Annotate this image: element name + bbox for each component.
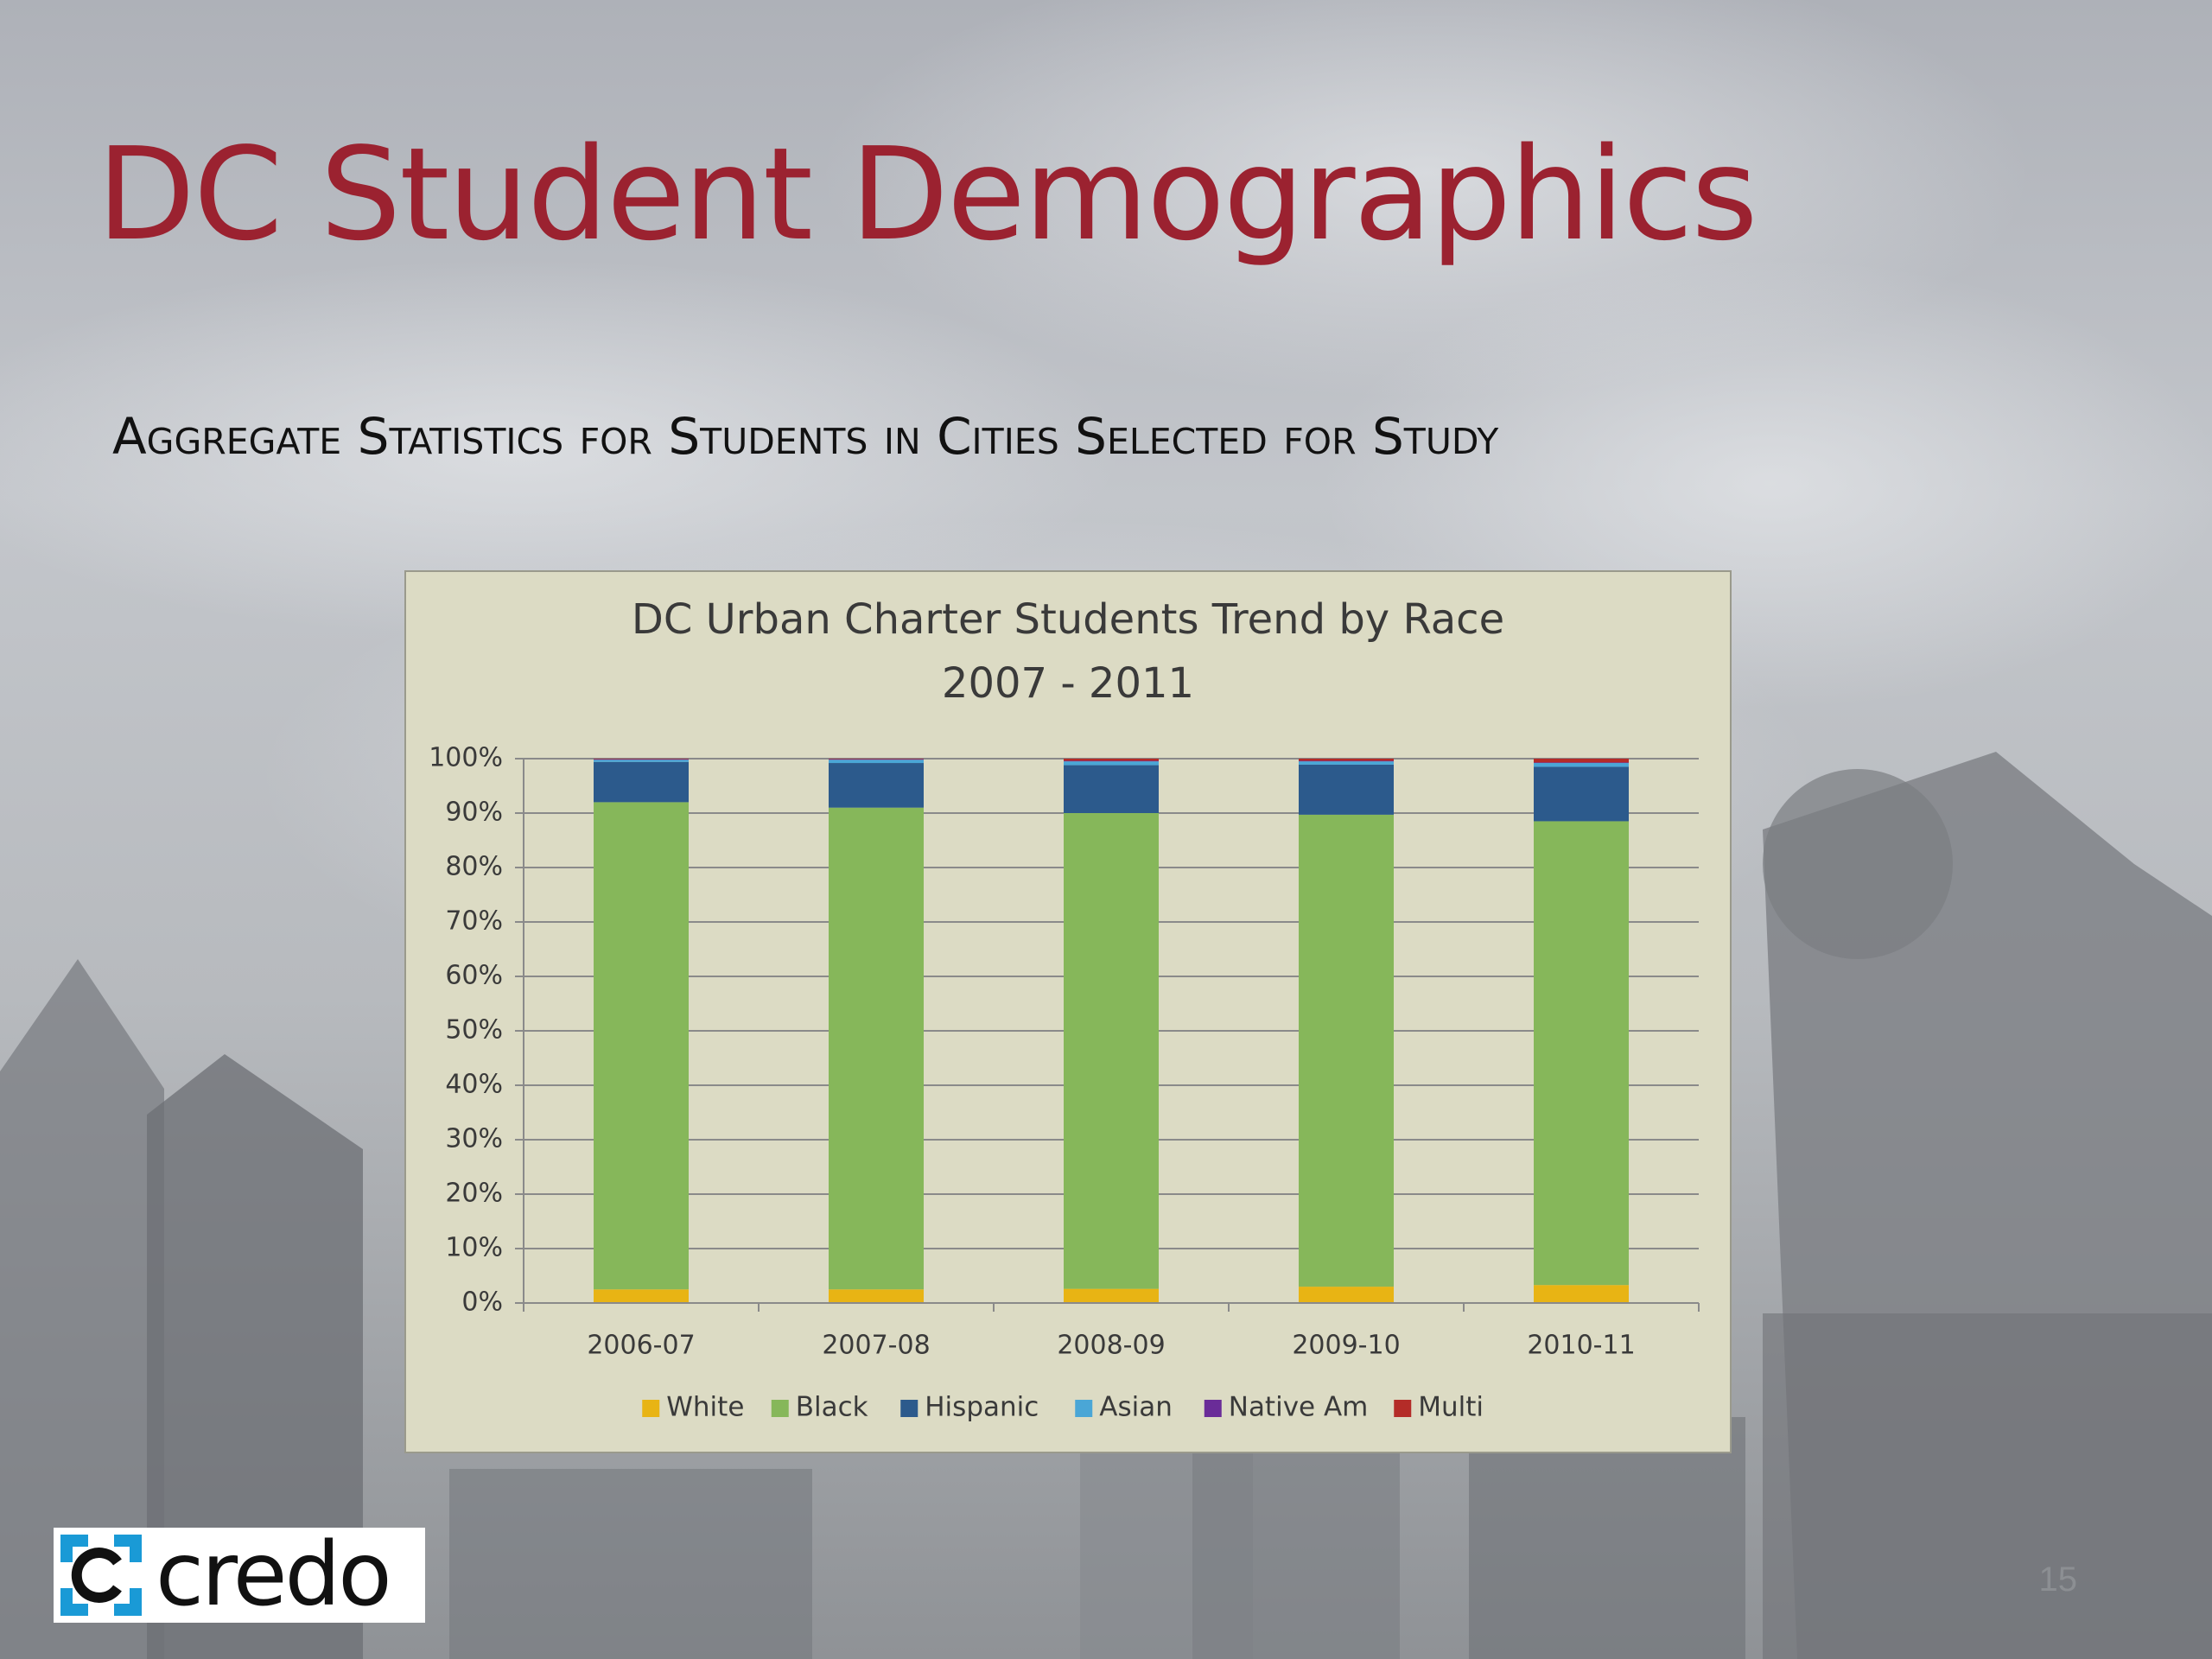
chart-title-line: DC Urban Charter Students Trend by Race	[632, 595, 1504, 644]
bar-segment	[1299, 764, 1394, 815]
legend-swatch	[642, 1400, 660, 1417]
y-tick-label: 70%	[445, 906, 503, 937]
bar-segment	[1064, 1288, 1159, 1303]
y-tick-label: 40%	[445, 1070, 503, 1100]
bar-segment	[829, 759, 924, 760]
bar-segment	[1299, 814, 1394, 1287]
bar-segment	[1534, 1285, 1629, 1303]
bar-segment	[829, 763, 924, 808]
y-tick-label: 100%	[429, 743, 503, 773]
bar-segment	[594, 759, 689, 760]
bar-segment	[829, 1289, 924, 1303]
bar-segment	[1534, 821, 1629, 1286]
bar-segment	[1534, 763, 1629, 767]
x-tick-label: 2006-07	[587, 1331, 695, 1361]
legend-label: Hispanic	[925, 1392, 1039, 1423]
legend-label: Asian	[1099, 1392, 1173, 1423]
bar-segment	[594, 760, 689, 762]
bar-segment	[829, 807, 924, 1290]
stacked-bar-chart: DC Urban Charter Students Trend by Race 2…	[429, 595, 1700, 1423]
legend-swatch	[771, 1400, 789, 1417]
y-tick-label: 90%	[445, 798, 503, 828]
legend-label: Black	[796, 1392, 868, 1423]
y-tick-label: 80%	[445, 852, 503, 882]
bar-segment	[1064, 765, 1159, 813]
y-tick-label: 30%	[445, 1124, 503, 1154]
y-tick-label: 20%	[445, 1179, 503, 1209]
page-number: 15	[2038, 1560, 2078, 1599]
bar-segment	[1299, 761, 1394, 765]
legend-swatch	[1204, 1400, 1222, 1417]
bar-segment	[594, 802, 689, 1290]
x-tick-label: 2010-11	[1527, 1331, 1635, 1361]
legend-swatch	[900, 1400, 918, 1417]
bar-segment	[829, 760, 924, 764]
bar-segment	[1299, 760, 1394, 762]
bar-segment	[1064, 759, 1159, 761]
bar-segment	[1534, 762, 1629, 764]
chart-panel: DC Urban Charter Students Trend by Race 2…	[404, 570, 1732, 1453]
y-tick-label: 0%	[461, 1287, 503, 1318]
credo-logo: credo	[54, 1528, 425, 1623]
y-tick-label: 10%	[445, 1233, 503, 1263]
bar-segment	[594, 1289, 689, 1303]
bar-segment	[1064, 760, 1159, 762]
credo-logo-mark-icon	[60, 1535, 142, 1616]
legend-swatch	[1075, 1400, 1093, 1417]
x-tick-label: 2008-09	[1057, 1331, 1165, 1361]
bar-segment	[1534, 766, 1629, 822]
bar-segment	[1299, 759, 1394, 761]
legend-label: White	[666, 1392, 744, 1423]
slide-subtitle: Aggregate Statistics for Students in Cit…	[112, 407, 1499, 466]
credo-logo-text: credo	[156, 1523, 392, 1626]
x-tick-label: 2009-10	[1292, 1331, 1400, 1361]
bar-segment	[1064, 813, 1159, 1289]
y-tick-label: 50%	[445, 1015, 503, 1046]
slide-title: DC Student Demographics	[97, 120, 1758, 269]
bar-segment	[1299, 1287, 1394, 1303]
bar-segment	[594, 761, 689, 803]
bar-segment	[1064, 761, 1159, 766]
y-tick-label: 60%	[445, 961, 503, 991]
x-tick-label: 2007-08	[822, 1331, 930, 1361]
legend-label: Multi	[1418, 1392, 1484, 1423]
bar-segment	[1534, 759, 1629, 763]
chart-title-line: 2007 - 2011	[942, 659, 1194, 708]
legend-label: Native Am	[1229, 1392, 1369, 1423]
legend-swatch	[1394, 1400, 1412, 1417]
